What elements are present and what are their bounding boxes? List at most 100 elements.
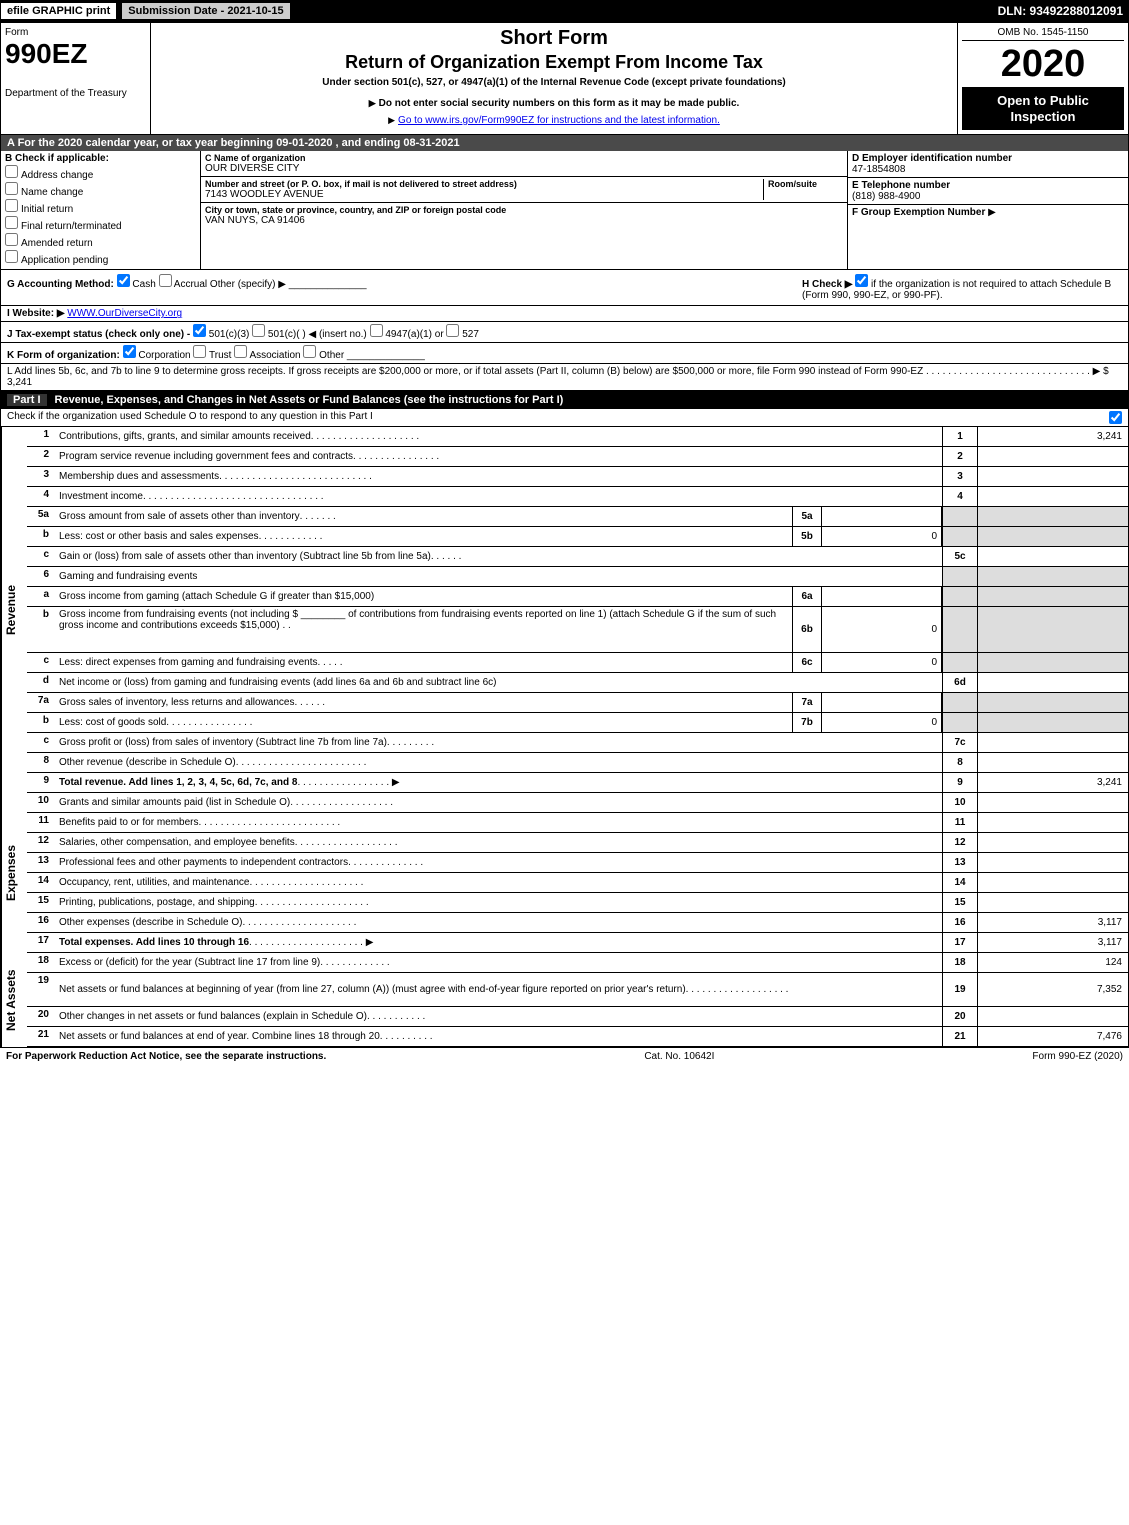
header-right: OMB No. 1545-1150 2020 Open to Public In… xyxy=(958,23,1128,134)
line-21-desc: Net assets or fund balances at end of ye… xyxy=(59,1031,380,1042)
label-527: 527 xyxy=(462,329,479,340)
line-1-value: 3,241 xyxy=(978,427,1128,446)
line-5a-subval xyxy=(822,507,942,526)
header-center: Short Form Return of Organization Exempt… xyxy=(151,23,958,134)
line-4-rnum: 4 xyxy=(942,487,978,506)
checkbox-other-org[interactable] xyxy=(303,345,316,358)
line-6b: bGross income from fundraising events (n… xyxy=(27,607,1128,653)
line-6d-desc: Net income or (loss) from gaming and fun… xyxy=(55,673,942,692)
line-12-desc: Salaries, other compensation, and employ… xyxy=(59,837,295,848)
part1-check-line: Check if the organization used Schedule … xyxy=(1,409,1128,427)
form-label: Form xyxy=(5,27,146,38)
arrow-icon: ▶ xyxy=(988,207,996,218)
header-left: Form 990EZ Department of the Treasury xyxy=(1,23,151,134)
line-6a-sub: 6a xyxy=(792,587,822,606)
line-8-rnum: 8 xyxy=(942,753,978,772)
line-2-value xyxy=(978,447,1128,466)
line-7a-subval xyxy=(822,693,942,712)
checkbox-schedule-o[interactable] xyxy=(1109,411,1122,424)
line-7a-desc: Gross sales of inventory, less returns a… xyxy=(59,697,294,708)
section-g: G Accounting Method: Cash Accrual Other … xyxy=(7,274,802,301)
checkbox-final-return[interactable] xyxy=(5,216,18,229)
line-6c-desc: Less: direct expenses from gaming and fu… xyxy=(59,657,317,668)
part1-header: Part I Revenue, Expenses, and Changes in… xyxy=(1,391,1128,409)
line-7c-value xyxy=(978,733,1128,752)
checkbox-527[interactable] xyxy=(446,324,459,337)
checkbox-4947[interactable] xyxy=(370,324,383,337)
line-5b: bLess: cost or other basis and sales exp… xyxy=(27,527,1128,547)
expenses-section: Expenses 10Grants and similar amounts pa… xyxy=(1,793,1128,953)
checkbox-corporation[interactable] xyxy=(123,345,136,358)
website-link[interactable]: WWW.OurDiverseCity.org xyxy=(67,308,182,319)
line-14-value xyxy=(978,873,1128,892)
form-990ez: Form 990EZ Department of the Treasury Sh… xyxy=(0,22,1129,1048)
line-13-value xyxy=(978,853,1128,872)
line-3-rnum: 3 xyxy=(942,467,978,486)
checkbox-accrual[interactable] xyxy=(159,274,172,287)
line-21-value: 7,476 xyxy=(978,1027,1128,1046)
checkbox-501c[interactable] xyxy=(252,324,265,337)
line-19-rnum: 19 xyxy=(942,973,978,1006)
line-5b-desc: Less: cost or other basis and sales expe… xyxy=(59,531,259,542)
line-19-value: 7,352 xyxy=(978,973,1128,1006)
section-b-to-f: B Check if applicable: Address change Na… xyxy=(1,151,1128,270)
b-label: B Check if applicable: xyxy=(5,153,196,164)
line-4-value xyxy=(978,487,1128,506)
expenses-label: Expenses xyxy=(1,793,27,953)
checkbox-schedule-b[interactable] xyxy=(855,274,868,287)
submission-date-button[interactable]: Submission Date - 2021-10-15 xyxy=(121,2,290,20)
label-501c: 501(c)( ) xyxy=(268,329,306,340)
c-city-label: City or town, state or province, country… xyxy=(205,205,843,215)
org-name: OUR DIVERSE CITY xyxy=(205,163,843,174)
checkbox-association[interactable] xyxy=(234,345,247,358)
line-5a: 5aGross amount from sale of assets other… xyxy=(27,507,1128,527)
line-5a-sub: 5a xyxy=(792,507,822,526)
check-amended-return: Amended return xyxy=(5,233,196,249)
line-6c: cLess: direct expenses from gaming and f… xyxy=(27,653,1128,673)
checkbox-amended-return[interactable] xyxy=(5,233,18,246)
l-text: L Add lines 5b, 6c, and 7b to line 9 to … xyxy=(7,366,923,377)
line-7c-desc: Gross profit or (loss) from sales of inv… xyxy=(59,737,387,748)
checkbox-cash[interactable] xyxy=(117,274,130,287)
j-label: J Tax-exempt status (check only one) - xyxy=(7,329,190,340)
section-d-e-f: D Employer identification number 47-1854… xyxy=(848,151,1128,269)
tax-year: 2020 xyxy=(962,45,1124,83)
line-13-desc: Professional fees and other payments to … xyxy=(59,857,348,868)
line-21-rnum: 21 xyxy=(942,1027,978,1046)
top-bar: efile GRAPHIC print Submission Date - 20… xyxy=(0,0,1129,22)
check-application-pending: Application pending xyxy=(5,250,196,266)
org-city: VAN NUYS, CA 91406 xyxy=(205,215,843,226)
e-label: E Telephone number xyxy=(852,180,1124,191)
checkbox-501c3[interactable] xyxy=(193,324,206,337)
line-6a: aGross income from gaming (attach Schedu… xyxy=(27,587,1128,607)
line-10-rnum: 10 xyxy=(942,793,978,812)
ssn-warning: Do not enter social security numbers on … xyxy=(159,98,949,109)
section-b-checks: B Check if applicable: Address change Na… xyxy=(1,151,201,269)
line-12-rnum: 12 xyxy=(942,833,978,852)
line-13-rnum: 13 xyxy=(942,853,978,872)
main-title: Return of Organization Exempt From Incom… xyxy=(159,52,949,73)
checkbox-name-change[interactable] xyxy=(5,182,18,195)
checkbox-initial-return[interactable] xyxy=(5,199,18,212)
checkbox-trust[interactable] xyxy=(193,345,206,358)
h-label: H Check ▶ xyxy=(802,279,852,290)
label-association: Association xyxy=(249,350,300,361)
inspection-label: Open to Public Inspection xyxy=(962,87,1124,130)
section-c: C Name of organization OUR DIVERSE CITY … xyxy=(201,151,848,269)
label-amended-return: Amended return xyxy=(21,238,93,249)
line-2-rnum: 2 xyxy=(942,447,978,466)
line-5b-sub: 5b xyxy=(792,527,822,546)
line-5c-desc: Gain or (loss) from sale of assets other… xyxy=(59,551,431,562)
line-6-desc: Gaming and fundraising events xyxy=(55,567,942,586)
checkbox-address-change[interactable] xyxy=(5,165,18,178)
line-9-rnum: 9 xyxy=(942,773,978,792)
label-501c3: 501(c)(3) xyxy=(209,329,250,340)
checkbox-application-pending[interactable] xyxy=(5,250,18,263)
line-6b-desc1: Gross income from fundraising events (no… xyxy=(59,609,298,620)
efile-print-button[interactable]: efile GRAPHIC print xyxy=(0,2,117,20)
line-12: 12 Salaries, other compensation, and empl… xyxy=(27,833,1128,853)
line-3-value xyxy=(978,467,1128,486)
irs-link[interactable]: Go to www.irs.gov/Form990EZ for instruct… xyxy=(398,115,720,126)
line-4: 4Investment income . . . . . . . . . . .… xyxy=(27,487,1128,507)
subtitle: Under section 501(c), 527, or 4947(a)(1)… xyxy=(159,77,949,88)
